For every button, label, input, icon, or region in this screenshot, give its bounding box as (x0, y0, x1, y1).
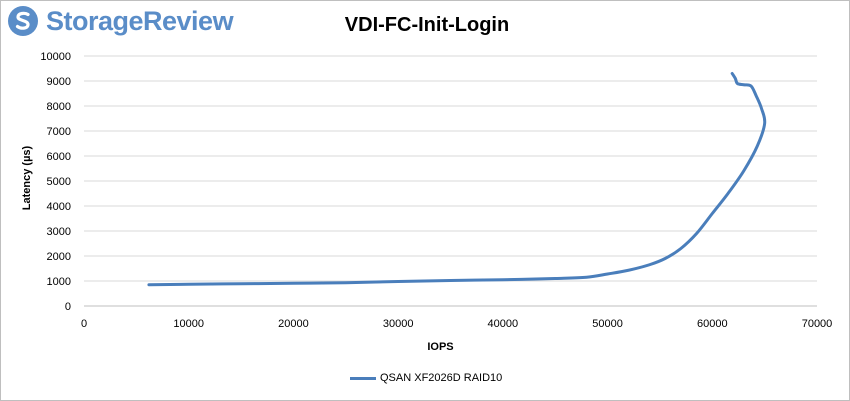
x-tick-label: 70000 (802, 318, 833, 330)
x-tick-label: 30000 (383, 318, 414, 330)
y-tick-label: 1000 (47, 276, 71, 288)
x-tick-label: 0 (81, 318, 87, 330)
brand-logo: StorageReview (6, 4, 234, 38)
y-tick-label: 6000 (47, 151, 71, 163)
legend-swatch (350, 376, 376, 380)
x-axis-title: IOPS (427, 341, 453, 353)
x-tick-label: 20000 (278, 318, 309, 330)
y-tick-label: 8000 (47, 101, 71, 113)
y-tick-label: 0 (65, 301, 71, 313)
y-tick-label: 7000 (47, 126, 71, 138)
y-axis-title: Latency (µs) (21, 145, 33, 210)
x-tick-label: 40000 (488, 318, 519, 330)
gridlines (84, 55, 817, 282)
y-tick-label: 2000 (47, 251, 71, 263)
series-line-qsan (147, 72, 767, 287)
chart-title: VDI-FC-Init-Login (344, 14, 510, 36)
legend: QSAN XF2026D RAID10 (350, 372, 502, 384)
x-axis-ticks: 0 10000 20000 30000 40000 50000 60000 70000 (81, 318, 832, 330)
legend-label: QSAN XF2026D RAID10 (380, 372, 503, 384)
y-tick-label: 5000 (47, 176, 71, 188)
brand-name: StorageReview (46, 5, 234, 36)
x-tick-label: 60000 (697, 318, 728, 330)
storagereview-logo-icon (8, 6, 38, 36)
y-axis-ticks: 0 1000 2000 3000 4000 5000 6000 7000 8000 9000 100… (40, 51, 71, 313)
y-tick-label: 4000 (47, 201, 71, 213)
x-tick-label: 10000 (173, 318, 204, 330)
y-tick-label: 3000 (47, 226, 71, 238)
y-tick-label: 9000 (47, 76, 71, 88)
x-tick-label: 50000 (592, 318, 623, 330)
y-tick-label: 10000 (40, 51, 71, 63)
